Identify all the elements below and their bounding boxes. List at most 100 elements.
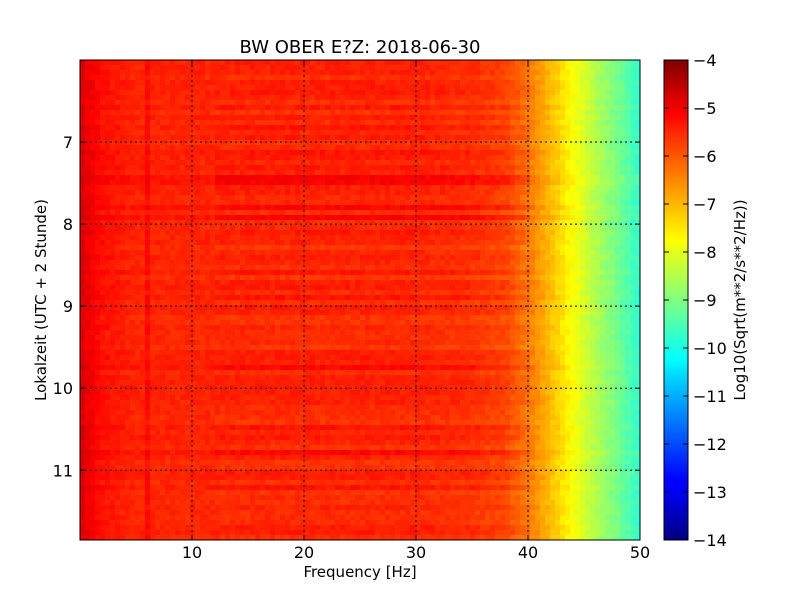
heatmap-cell <box>395 265 401 271</box>
heatmap-cell <box>320 155 326 161</box>
heatmap-cell <box>505 270 511 276</box>
heatmap-cell <box>415 215 421 221</box>
heatmap-cell <box>590 220 596 226</box>
heatmap-cell <box>475 100 481 106</box>
heatmap-cell <box>140 210 146 216</box>
heatmap-cell <box>630 270 636 276</box>
heatmap-cell <box>330 170 336 176</box>
heatmap-cell <box>355 185 361 191</box>
heatmap-cell <box>355 270 361 276</box>
heatmap-cell <box>85 160 91 166</box>
heatmap-cell <box>500 250 506 256</box>
heatmap-cell <box>145 205 151 211</box>
heatmap-cell <box>170 90 176 96</box>
heatmap-cell <box>270 105 276 111</box>
heatmap-cell <box>555 240 561 246</box>
heatmap-cell <box>240 160 246 166</box>
heatmap-cell <box>220 75 226 81</box>
heatmap-cell <box>215 75 221 81</box>
heatmap-cell <box>120 135 126 141</box>
heatmap-cell <box>360 280 366 286</box>
heatmap-cell <box>115 70 121 76</box>
heatmap-cell <box>385 155 391 161</box>
heatmap-cell <box>300 70 306 76</box>
heatmap-cell <box>340 130 346 136</box>
heatmap-cell <box>245 215 251 221</box>
heatmap-cell <box>595 210 601 216</box>
heatmap-cell <box>450 85 456 91</box>
heatmap-cell <box>130 110 136 116</box>
heatmap-cell <box>525 65 531 71</box>
heatmap-cell <box>345 65 351 71</box>
heatmap-cell <box>95 185 101 191</box>
heatmap-cell <box>295 190 301 196</box>
heatmap-cell <box>400 105 406 111</box>
heatmap-cell <box>265 120 271 126</box>
heatmap-cell <box>305 150 311 156</box>
heatmap-cell <box>110 190 116 196</box>
heatmap-cell <box>385 195 391 201</box>
heatmap-cell <box>270 235 276 241</box>
heatmap-cell <box>545 185 551 191</box>
heatmap-cell <box>130 205 136 211</box>
heatmap-cell <box>340 70 346 76</box>
heatmap-cell <box>180 185 186 191</box>
heatmap-cell <box>480 65 486 71</box>
heatmap-cell <box>95 115 101 121</box>
heatmap-cell <box>130 185 136 191</box>
heatmap-cell <box>135 210 141 216</box>
heatmap-cell <box>410 160 416 166</box>
heatmap-cell <box>285 195 291 201</box>
heatmap-cell <box>490 170 496 176</box>
heatmap-cell <box>160 85 166 91</box>
heatmap-cell <box>605 150 611 156</box>
heatmap-cell <box>405 100 411 106</box>
heatmap-cell <box>475 205 481 211</box>
heatmap-cell <box>505 145 511 151</box>
heatmap-cell <box>270 190 276 196</box>
heatmap-cell <box>415 205 421 211</box>
heatmap-cell <box>175 60 181 66</box>
heatmap-cell <box>245 250 251 256</box>
heatmap-cell <box>345 185 351 191</box>
heatmap-cell <box>300 255 306 261</box>
heatmap-cell <box>480 135 486 141</box>
heatmap-cell <box>200 175 206 181</box>
heatmap-cell <box>255 90 261 96</box>
heatmap-cell <box>405 215 411 221</box>
heatmap-cell <box>550 80 556 86</box>
heatmap-cell <box>100 240 106 246</box>
heatmap-cell <box>515 185 521 191</box>
heatmap-cell <box>235 275 241 281</box>
heatmap-cell <box>215 185 221 191</box>
heatmap-cell <box>620 255 626 261</box>
heatmap-cell <box>540 255 546 261</box>
heatmap-cell <box>250 85 256 91</box>
heatmap-cell <box>235 125 241 131</box>
heatmap-cell <box>390 220 396 226</box>
heatmap-cell <box>260 280 266 286</box>
heatmap-cell <box>335 160 341 166</box>
heatmap-cell <box>515 105 521 111</box>
heatmap-cell <box>195 100 201 106</box>
heatmap-cell <box>230 280 236 286</box>
heatmap-cell <box>140 120 146 126</box>
heatmap-cell <box>575 215 581 221</box>
heatmap-cell <box>620 155 626 161</box>
heatmap-cell <box>555 105 561 111</box>
heatmap-cell <box>290 135 296 141</box>
heatmap-cell <box>105 215 111 221</box>
heatmap-cell <box>460 255 466 261</box>
heatmap-cell <box>255 115 261 121</box>
heatmap-cell <box>175 255 181 261</box>
heatmap-cell <box>160 115 166 121</box>
heatmap-cell <box>375 185 381 191</box>
heatmap-cell <box>150 230 156 236</box>
heatmap-cell <box>150 205 156 211</box>
heatmap-cell <box>290 65 296 71</box>
heatmap-cell <box>415 240 421 246</box>
heatmap-cell <box>150 160 156 166</box>
heatmap-cell <box>315 90 321 96</box>
heatmap-cell <box>520 110 526 116</box>
heatmap-cell <box>310 100 316 106</box>
